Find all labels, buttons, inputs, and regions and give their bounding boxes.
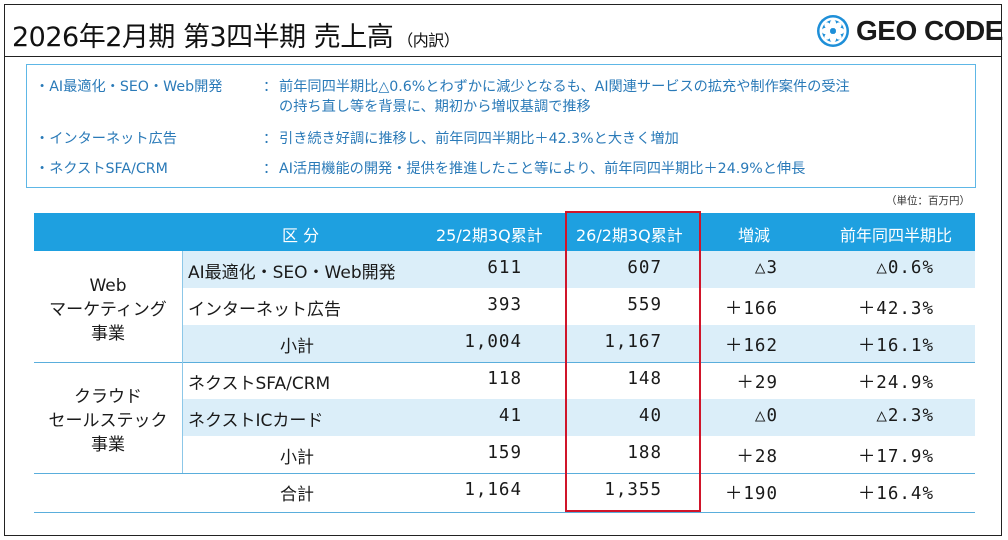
group-column-divider [182, 251, 183, 473]
curr-period-value: 1,167 [604, 332, 662, 352]
prev-period-value: 1,004 [464, 332, 522, 352]
title-sub: （内訳） [397, 31, 460, 50]
table-row: 小計 [182, 436, 975, 473]
prev-period-value: 393 [487, 295, 522, 315]
change-value: ＋28 [736, 447, 778, 467]
prev-period-value: 1,164 [464, 480, 522, 500]
change-value: △0 [754, 406, 778, 426]
logo-text: GEO CODE [856, 15, 1003, 46]
row-label: AI最適化・SEO・Web開発 [188, 263, 396, 283]
group-label-line: マーケティング [49, 300, 167, 320]
prev-period-value: 41 [498, 406, 522, 426]
notes-box: ・AI最適化・SEO・Web開発 ： 前年同四半期比△0.6%とわずかに減少とな… [26, 64, 976, 188]
prev-period-value: 118 [487, 369, 522, 389]
curr-period-value: 607 [627, 258, 662, 278]
change-value: ＋29 [736, 373, 778, 393]
change-value: ＋166 [724, 299, 778, 319]
group-label-line: クラウド [74, 387, 142, 407]
row-label: インターネット広告 [188, 300, 341, 320]
slide-frame [4, 4, 1002, 536]
note-separator: ： [263, 161, 278, 177]
row-label: ネクストICカード [188, 411, 324, 431]
curr-period-value: 188 [627, 443, 662, 463]
change-value: △3 [754, 258, 778, 278]
row-label: 合計 [280, 485, 314, 505]
note-text-line: 前年同四半期比△0.6%とわずかに減少となるも、AI関連サービスの拡充や制作案件… [279, 79, 850, 95]
table-header: 区 分 25/2期3Q累計 26/2期3Q累計 増減 前年同四半期比 [34, 213, 975, 251]
note-text-line: の持ち直し等を背景に、期初から増収基調で推移 [279, 99, 591, 115]
prev-period-value: 611 [487, 258, 522, 278]
group-label-line: Web [89, 276, 127, 296]
header-curr-period: 26/2期3Q累計 [576, 226, 683, 245]
table-row: ネクストICカード [182, 399, 975, 436]
yoy-ratio-value: ＋17.9% [857, 447, 934, 467]
row-label: 小計 [280, 448, 314, 468]
yoy-ratio-value: ＋16.1% [857, 336, 934, 356]
yoy-ratio-value: ＋42.3% [857, 299, 934, 319]
title-divider [4, 56, 1002, 57]
header-prev-period: 25/2期3Q累計 [436, 226, 543, 245]
total-divider [34, 473, 975, 474]
note-label: ・ネクストSFA/CRM [35, 161, 168, 177]
note-label: ・AI最適化・SEO・Web開発 [35, 79, 223, 95]
note-separator: ： [263, 79, 278, 95]
title-main: 2026年2月期 第3四半期 売上高 [12, 22, 394, 53]
table-row: 小計 [182, 325, 975, 362]
note-separator: ： [263, 131, 278, 147]
curr-period-value: 148 [627, 369, 662, 389]
yoy-ratio-value: △2.3% [876, 406, 934, 426]
note-text: 前年同四半期比△0.6%とわずかに減少となるも、AI関連サービスの拡充や制作案件… [279, 77, 850, 117]
yoy-ratio-value: ＋24.9% [857, 373, 934, 393]
table-bottom-border [34, 512, 975, 513]
yoy-ratio-value: △0.6% [876, 258, 934, 278]
table-row-total: 合計 [34, 473, 975, 512]
change-value: ＋162 [724, 336, 778, 356]
group-label-line: 事業 [91, 435, 125, 455]
row-label: 小計 [280, 337, 314, 357]
group-label-line: セールステック [48, 411, 168, 431]
logo-mark-icon [817, 15, 849, 47]
table-row: インターネット広告 [182, 288, 975, 325]
unit-label: （単位：百万円） [886, 195, 970, 207]
change-value: ＋190 [724, 484, 778, 504]
row-label: ネクストSFA/CRM [188, 374, 331, 394]
group-web-marketing: Web マーケティング 事業 [34, 274, 182, 346]
header-category: 区 分 [282, 226, 320, 245]
curr-period-value: 559 [627, 295, 662, 315]
table-row: AI最適化・SEO・Web開発 [182, 251, 975, 288]
group-divider [34, 362, 975, 363]
table-row: ネクストSFA/CRM [182, 362, 975, 399]
page-title: 2026年2月期 第3四半期 売上高 （内訳） [12, 15, 460, 54]
curr-period-value: 40 [638, 406, 662, 426]
yoy-ratio-value: ＋16.4% [857, 484, 934, 504]
note-text: AI活用機能の開発・提供を推進したこと等により、前年同四半期比＋24.9%と伸長 [279, 161, 806, 177]
group-label-line: 事業 [91, 324, 125, 344]
prev-period-value: 159 [487, 443, 522, 463]
header-change: 増減 [738, 226, 771, 245]
current-period-highlight [565, 211, 701, 512]
group-cloud-salestech: クラウド セールステック 事業 [34, 385, 182, 457]
curr-period-value: 1,355 [604, 480, 662, 500]
header-yoy-ratio: 前年同四半期比 [840, 226, 953, 245]
note-text: 引き続き好調に推移し、前年同四半期比＋42.3%と大きく増加 [279, 131, 679, 147]
note-label: ・インターネット広告 [35, 131, 177, 147]
company-logo: GEO CODE [816, 14, 1003, 48]
